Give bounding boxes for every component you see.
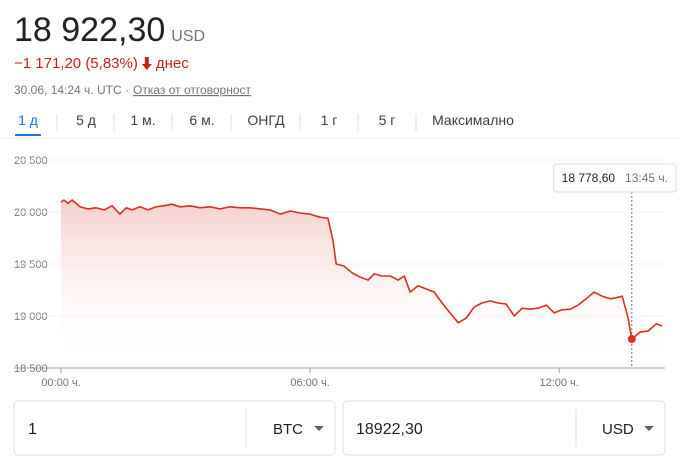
- tab[interactable]: 1 д: [18, 112, 38, 128]
- amount-box[interactable]: [13, 400, 336, 456]
- down-arrow-icon: [141, 57, 152, 70]
- x-tick-label: 12:00 ч.: [539, 377, 578, 389]
- disclaimer-link[interactable]: Отказ от отговорност: [133, 83, 252, 97]
- result-input[interactable]: 18922,30: [356, 421, 423, 438]
- y-tick-label: 18 500: [14, 363, 48, 375]
- y-tick-label: 20 500: [14, 155, 48, 167]
- price: 18 922,30: [14, 11, 165, 49]
- result-box[interactable]: [342, 400, 666, 456]
- tab-underline: [15, 134, 41, 136]
- tab[interactable]: 6 м.: [189, 112, 214, 128]
- tab[interactable]: Максимално: [432, 112, 514, 128]
- area: [61, 200, 663, 368]
- tab[interactable]: 1 м.: [130, 112, 155, 128]
- hover-point: [627, 335, 636, 344]
- currency: USD: [171, 28, 205, 45]
- dropdown-arrow: [644, 426, 654, 431]
- tab[interactable]: ОНГД: [247, 112, 285, 128]
- timestamp: 30.06, 14:24 ч. UTC ·: [14, 83, 129, 97]
- price-line: [60, 199, 663, 340]
- amount-input[interactable]: 1: [28, 421, 37, 438]
- y-tick-label: 19 500: [14, 259, 48, 271]
- tooltip-time: 13:45 ч.: [625, 171, 668, 185]
- change: −1 171,20 (5,83%): [14, 55, 138, 72]
- from-currency[interactable]: BTC: [273, 421, 303, 438]
- tab[interactable]: 5 д: [76, 112, 96, 128]
- x-tick-label: 00:00 ч.: [41, 377, 80, 389]
- to-currency[interactable]: USD: [602, 421, 634, 438]
- tooltip-box: [553, 163, 677, 193]
- dropdown-arrow: [314, 426, 324, 431]
- y-tick-label: 20 000: [14, 207, 48, 219]
- period: днес: [156, 55, 189, 72]
- y-tick-label: 19 000: [14, 311, 48, 323]
- tooltip-value: 18 778,60: [562, 171, 616, 185]
- tab[interactable]: 1 г: [321, 112, 338, 128]
- tab[interactable]: 5 г: [379, 112, 396, 128]
- x-tick-label: 06:00 ч.: [290, 377, 329, 389]
